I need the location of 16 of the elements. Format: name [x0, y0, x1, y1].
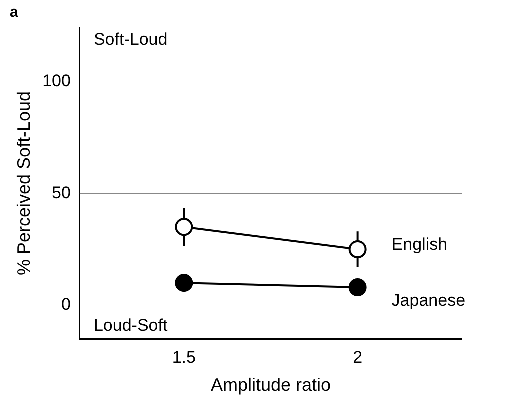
y-axis-title: % Perceived Soft-Loud: [14, 91, 34, 276]
point: [175, 274, 194, 292]
annotation: Soft-Loud: [94, 30, 168, 50]
x-tick-label: 1.5: [172, 348, 196, 367]
annotation: Loud-Soft: [94, 316, 168, 336]
x-axis-title: Amplitude ratio: [210, 375, 332, 396]
y-tick-label: 0: [61, 295, 71, 314]
chart-title: a: [10, 4, 19, 22]
series-label: English: [392, 235, 448, 254]
series-label: Japanese: [392, 291, 466, 310]
point: [175, 218, 194, 236]
x-tick-label: 2: [353, 348, 363, 367]
y-tick-label: 50: [52, 183, 71, 202]
y-tick-label: 100: [42, 71, 71, 90]
point: [348, 240, 367, 259]
point: [348, 278, 367, 297]
